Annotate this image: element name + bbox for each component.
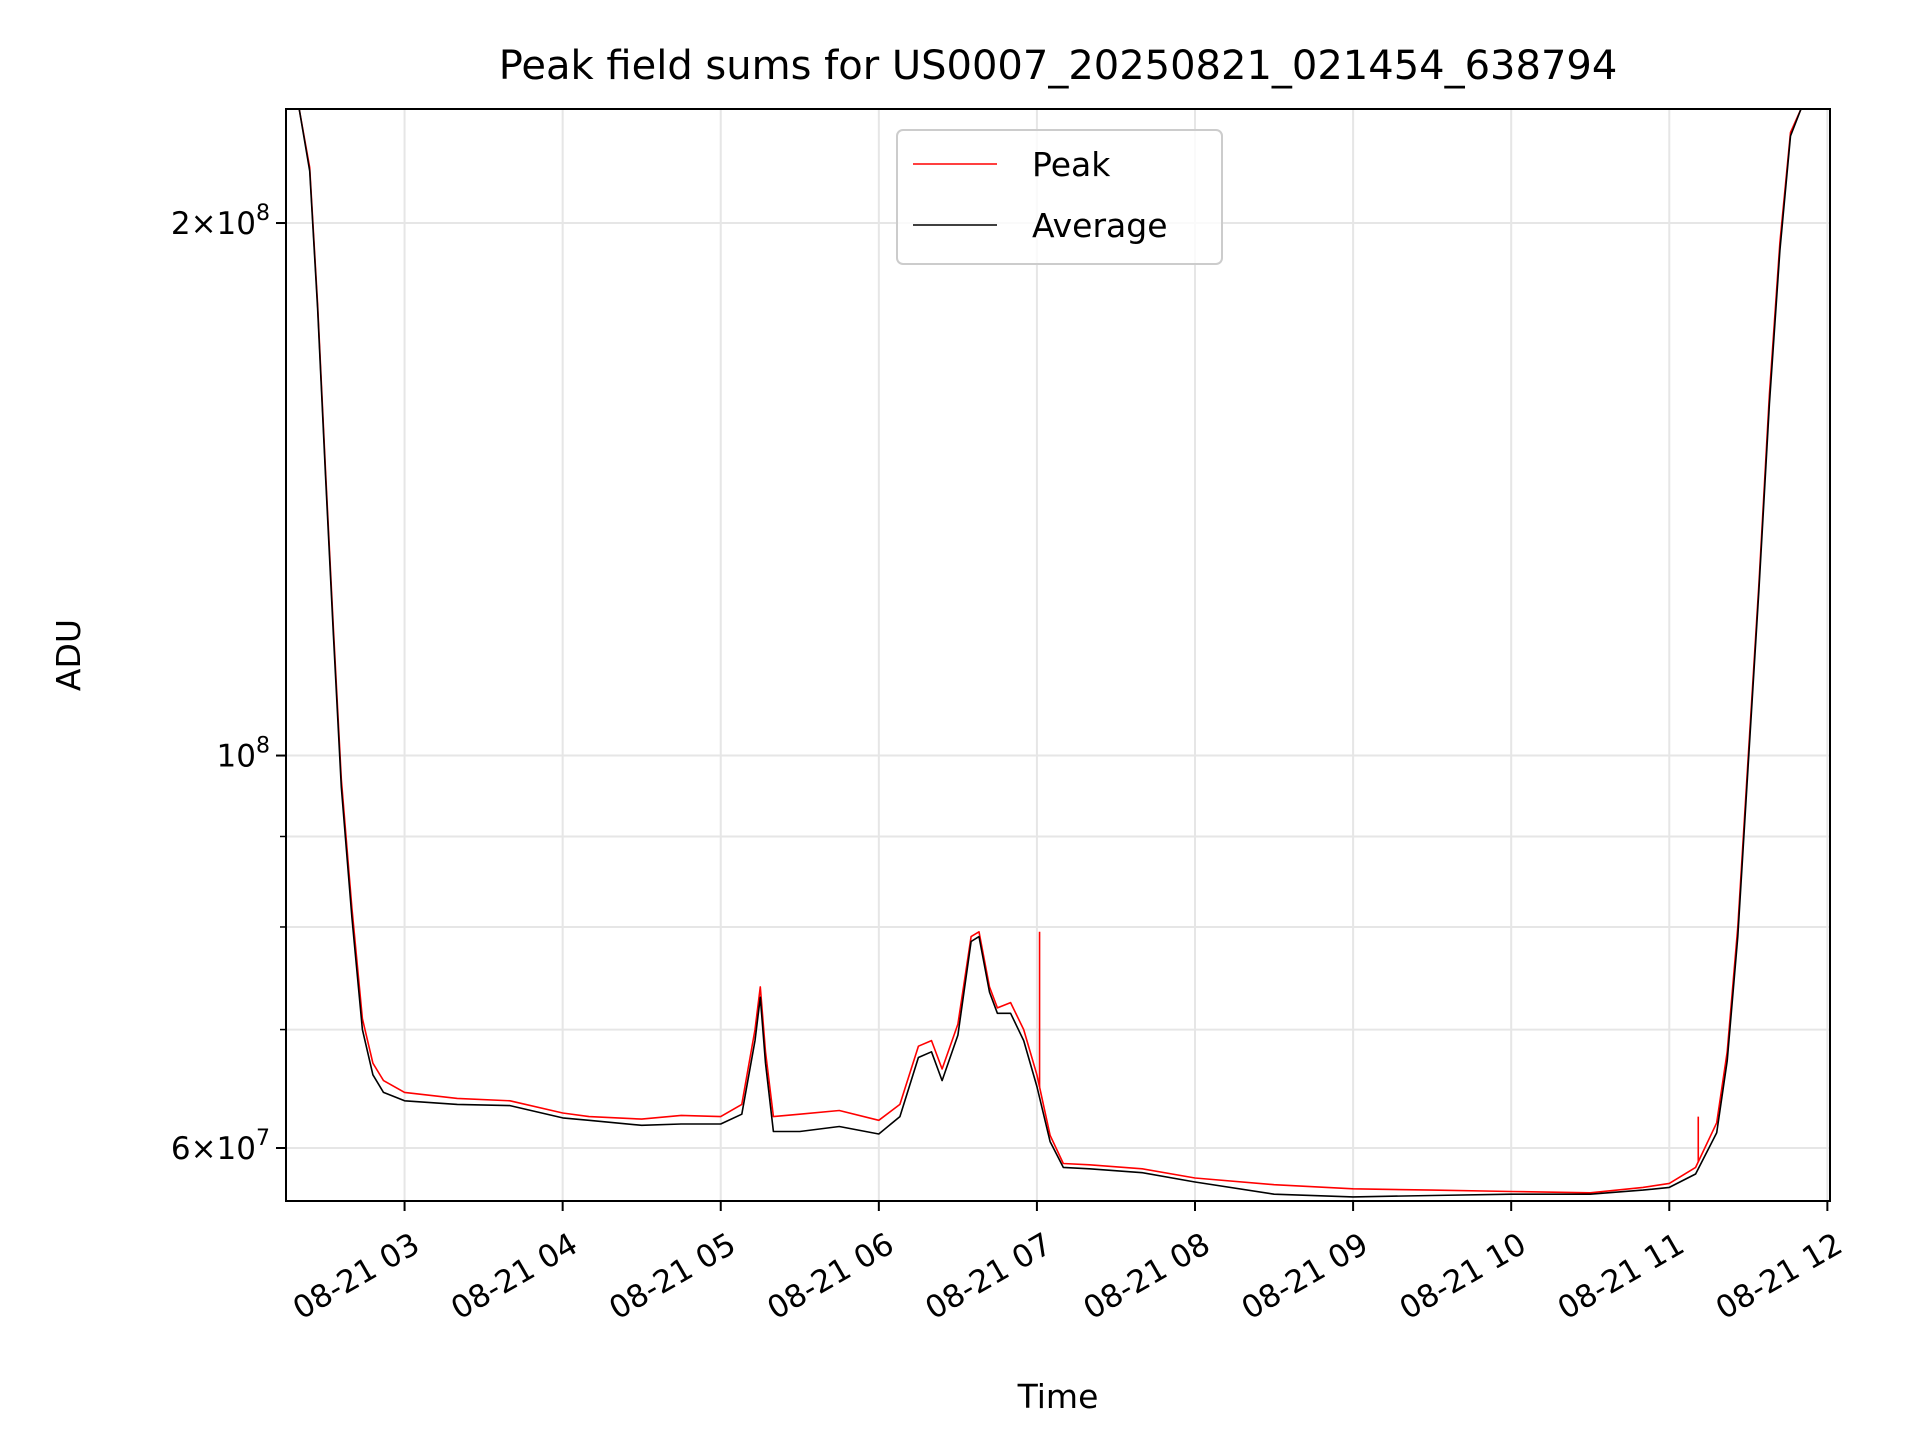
series-line-peak (286, 109, 1815, 1194)
legend: Peak Average (896, 129, 1223, 265)
legend-label-average: Average (1032, 206, 1168, 245)
series-layer (286, 109, 1815, 1198)
y-axis-ticks: 6×107 108 2×108 (171, 201, 286, 1167)
y-axis-label: ADU (49, 619, 88, 691)
y-tick-label: 6×107 (171, 1126, 270, 1167)
x-axis-label: Time (1017, 1377, 1099, 1416)
series-group (286, 109, 1815, 1198)
grid (286, 109, 1830, 1201)
legend-label-peak: Peak (1032, 145, 1111, 184)
plot-area (286, 109, 1830, 1201)
plot-frame (285, 108, 1831, 1202)
chart-title: Peak field sums for US0007_20250821_0214… (499, 43, 1618, 89)
y-tick-label: 108 (217, 734, 270, 775)
series-line-average (286, 109, 1815, 1198)
y-tick-label: 2×108 (171, 201, 270, 242)
